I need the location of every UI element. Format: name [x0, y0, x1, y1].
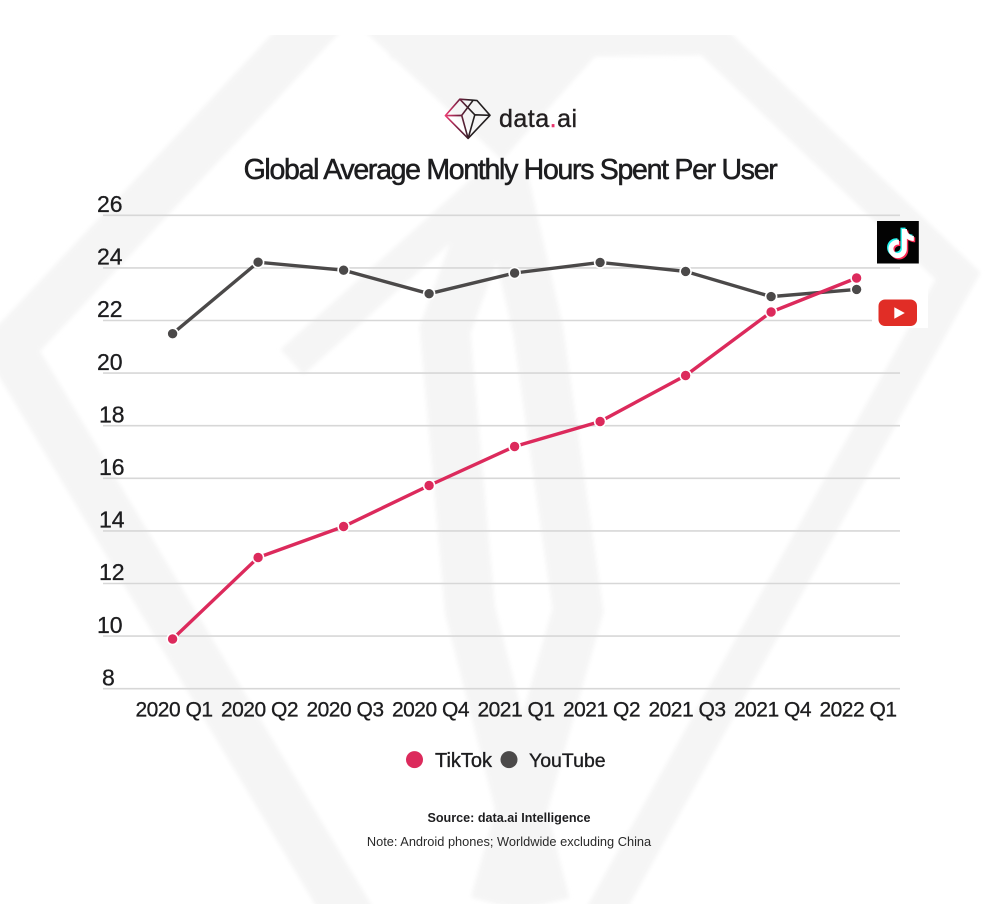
- svg-text:26: 26: [97, 191, 123, 217]
- svg-text:2021 Q3: 2021 Q3: [648, 699, 725, 722]
- svg-text:20: 20: [97, 349, 123, 375]
- svg-text:10: 10: [97, 612, 123, 638]
- svg-text:14: 14: [99, 507, 125, 533]
- svg-text:12: 12: [99, 559, 125, 585]
- svg-text:2021 Q2: 2021 Q2: [563, 699, 640, 722]
- svg-text:YouTube: YouTube: [529, 750, 606, 772]
- svg-text:24: 24: [97, 244, 123, 270]
- svg-text:TikTok: TikTok: [435, 750, 493, 772]
- svg-text:2020 Q4: 2020 Q4: [392, 699, 470, 722]
- svg-text:Global Average Monthly Hours S: Global Average Monthly Hours Spent Per U…: [244, 154, 779, 186]
- svg-text:Note: Android phones; Worldwid: Note: Android phones; Worldwide excludin…: [367, 834, 652, 849]
- svg-text:2020 Q1: 2020 Q1: [135, 699, 212, 722]
- svg-text:2020 Q3: 2020 Q3: [306, 699, 383, 722]
- svg-text:data.ai: data.ai: [499, 105, 578, 133]
- svg-text:2021 Q4: 2021 Q4: [734, 699, 812, 722]
- svg-text:Source: data.ai Intelligence: Source: data.ai Intelligence: [427, 811, 590, 825]
- svg-text:18: 18: [99, 401, 125, 427]
- svg-text:2022 Q1: 2022 Q1: [819, 699, 896, 722]
- svg-text:2021 Q1: 2021 Q1: [477, 699, 554, 722]
- svg-text:22: 22: [97, 296, 123, 322]
- svg-text:2020 Q2: 2020 Q2: [221, 699, 298, 722]
- svg-text:8: 8: [102, 664, 115, 690]
- svg-text:16: 16: [99, 454, 125, 480]
